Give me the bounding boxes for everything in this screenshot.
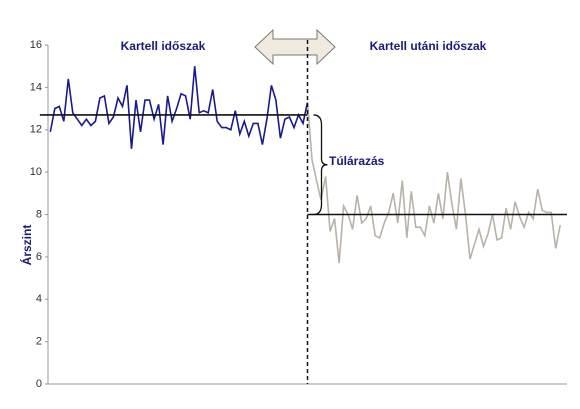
- series-line: [306, 102, 561, 264]
- y-tick-label: 0: [36, 378, 42, 390]
- series-line: [49, 66, 309, 149]
- y-tick-label: 16: [30, 39, 42, 51]
- annotation: Kartell utáni időszak: [370, 39, 487, 53]
- y-tick-label: 12: [30, 124, 42, 136]
- y-tick-label: 10: [30, 166, 42, 178]
- double-arrow: [254, 28, 336, 66]
- y-tick-label: 4: [36, 293, 42, 305]
- y-axis-label: Árszint: [19, 225, 34, 266]
- brace: [313, 114, 328, 216]
- y-tick-label: 8: [36, 208, 42, 220]
- y-tick-label: 2: [36, 336, 42, 348]
- y-tick-label: 6: [36, 251, 42, 263]
- y-tick-label: 14: [30, 81, 42, 93]
- annotation: Kartell időszak: [121, 39, 206, 53]
- annotation: Túlárazás: [329, 154, 385, 168]
